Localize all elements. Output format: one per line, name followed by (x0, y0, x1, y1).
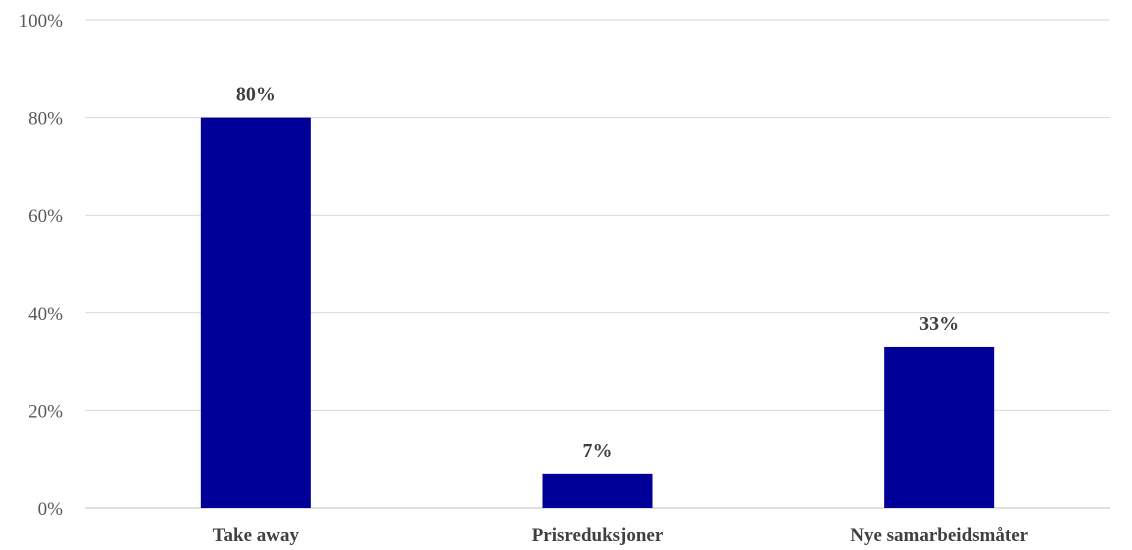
y-tick-label: 40% (28, 304, 63, 325)
bar (884, 346, 995, 508)
data-labels: 80% 7% 33% (236, 84, 959, 462)
y-tick-label: 0% (38, 499, 64, 520)
bar (542, 473, 653, 508)
bars (200, 117, 995, 508)
data-label: 80% (236, 84, 276, 106)
y-tick-label: 100% (19, 11, 64, 32)
data-label: 33% (919, 313, 959, 335)
x-category-label: Prisreduksjoner (532, 525, 664, 546)
y-axis-tick-labels: 0% 20% 40% 60% 80% 100% (19, 11, 64, 520)
data-label: 7% (583, 440, 613, 462)
x-axis-category-labels: Take away Prisreduksjoner Nye samarbeidsmå… (213, 525, 1029, 546)
y-tick-label: 80% (28, 109, 63, 130)
x-category-label: Take away (213, 525, 300, 546)
x-category-label: Nye samarbeidsmåter (850, 525, 1028, 546)
y-tick-label: 60% (28, 206, 63, 227)
bar (200, 117, 311, 508)
y-tick-label: 20% (28, 401, 63, 422)
